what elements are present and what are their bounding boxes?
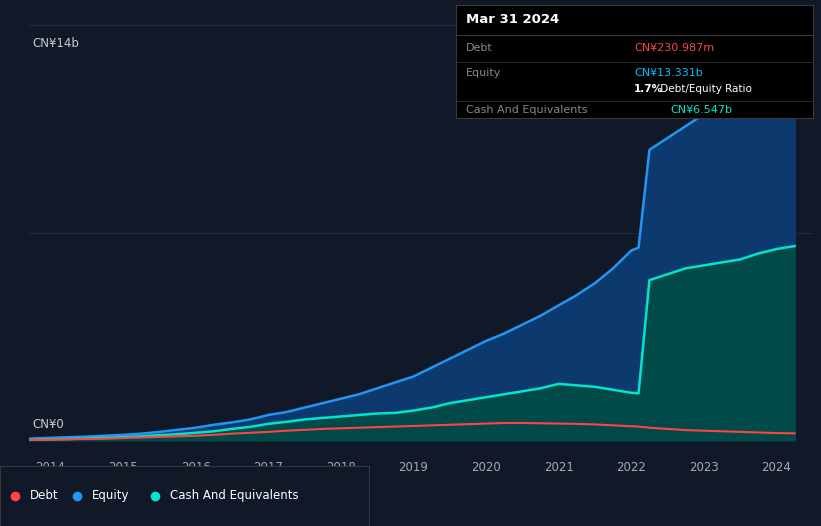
Text: CN¥13.331b: CN¥13.331b [635,68,703,78]
Text: Mar 31 2024: Mar 31 2024 [466,14,560,26]
Text: 1.7%: 1.7% [635,84,663,94]
Text: Debt: Debt [30,489,58,502]
Text: CN¥6.547b: CN¥6.547b [670,105,732,115]
Text: Cash And Equivalents: Cash And Equivalents [170,489,299,502]
Text: Debt: Debt [466,43,493,53]
Text: Cash And Equivalents: Cash And Equivalents [466,105,588,115]
Text: CN¥0: CN¥0 [32,418,64,431]
Text: Equity: Equity [466,68,502,78]
Text: Debt/Equity Ratio: Debt/Equity Ratio [658,84,752,94]
Text: CN¥230.987m: CN¥230.987m [635,43,714,53]
Text: Equity: Equity [92,489,129,502]
Text: CN¥14b: CN¥14b [32,37,80,50]
